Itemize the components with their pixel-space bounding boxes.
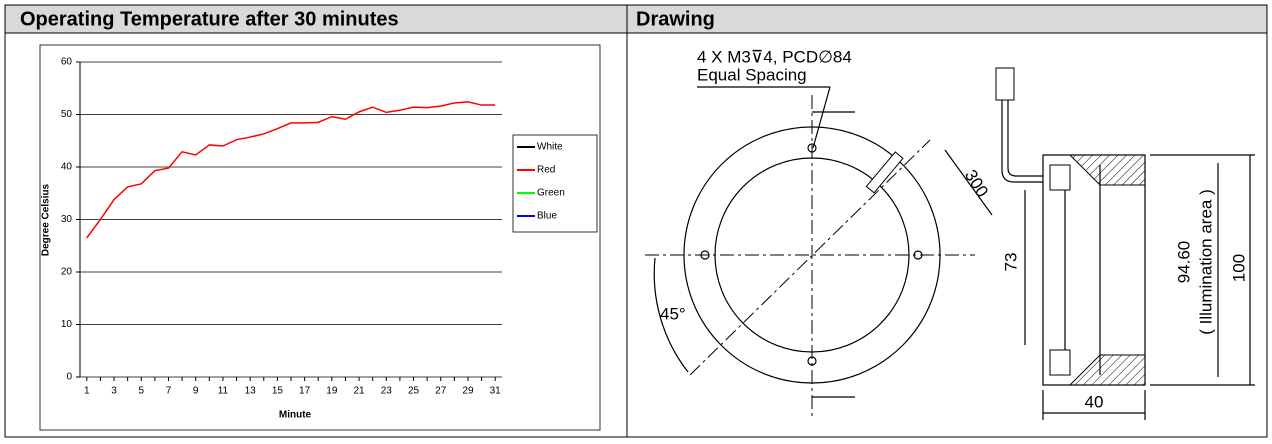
x-tick-label: 19 [326, 386, 338, 397]
header-bg [5, 5, 1267, 33]
spacing: Equal Spacing [697, 65, 807, 84]
x-tick-label: 29 [462, 386, 474, 397]
x-tick-label: 23 [381, 386, 393, 397]
legend-label: White [537, 142, 563, 153]
legend-label: Blue [537, 211, 557, 222]
inner-dim: 73 [1001, 253, 1020, 272]
table-border [4, 4, 1268, 438]
legend-label: Green [537, 188, 565, 199]
x-tick-label: 21 [354, 386, 366, 397]
led [1049, 349, 1071, 376]
x-tick-label: 13 [245, 386, 257, 397]
cable [1001, 100, 1043, 183]
x-tick-label: 9 [193, 386, 199, 397]
x-tick-label: 1 [84, 386, 90, 397]
x-tick-label: 27 [435, 386, 447, 397]
hatch [1043, 154, 1146, 386]
y-tick-label: 10 [61, 319, 73, 330]
y-axis-label: Degree Celsius [41, 183, 52, 256]
x-tick-label: 17 [299, 386, 311, 397]
header: Operating Temperature after 30 minutes [20, 8, 399, 30]
y-tick-label: 20 [61, 267, 73, 278]
y-tick-label: 40 [61, 162, 73, 173]
dim-line [944, 149, 993, 216]
side-body [1042, 154, 1146, 386]
center-line [689, 139, 931, 376]
y-tick-label: 50 [61, 109, 73, 120]
x-tick-label: 25 [408, 386, 420, 397]
x-tick-label: 7 [166, 386, 172, 397]
x-axis-label: Minute [279, 410, 312, 421]
led [1049, 164, 1071, 191]
illum-dim: 94.60 [1174, 241, 1193, 284]
outer-dim: 100 [1229, 254, 1248, 282]
x-tick-label: 3 [111, 386, 117, 397]
illum-label: ( Illumination area ) [1196, 189, 1215, 335]
x-tick-label: 31 [490, 386, 502, 397]
cable-length: 300 [961, 166, 992, 200]
header: Drawing [636, 8, 715, 30]
depth-dim: 40 [1085, 392, 1104, 411]
x-tick-label: 5 [138, 386, 144, 397]
legend-label: Red [537, 165, 555, 176]
hole-spec: 4 X M3⊽4, PCD∅84 [697, 47, 852, 66]
y-tick-label: 0 [66, 372, 72, 383]
leader [812, 86, 831, 149]
angle: 45° [660, 304, 686, 323]
y-tick-label: 30 [61, 214, 73, 225]
series-line [86, 101, 496, 239]
drawing: 4 X M3⊽4, PCD∅84 Equal Spacing 45° 300 7… [645, 47, 1255, 420]
x-tick-label: 11 [218, 386, 229, 397]
connector [995, 67, 1015, 101]
chart-frame [39, 44, 601, 431]
angle-arc [653, 257, 689, 373]
x-tick-label: 15 [272, 386, 284, 397]
pin [865, 151, 904, 194]
y-tick-label: 60 [61, 57, 73, 68]
